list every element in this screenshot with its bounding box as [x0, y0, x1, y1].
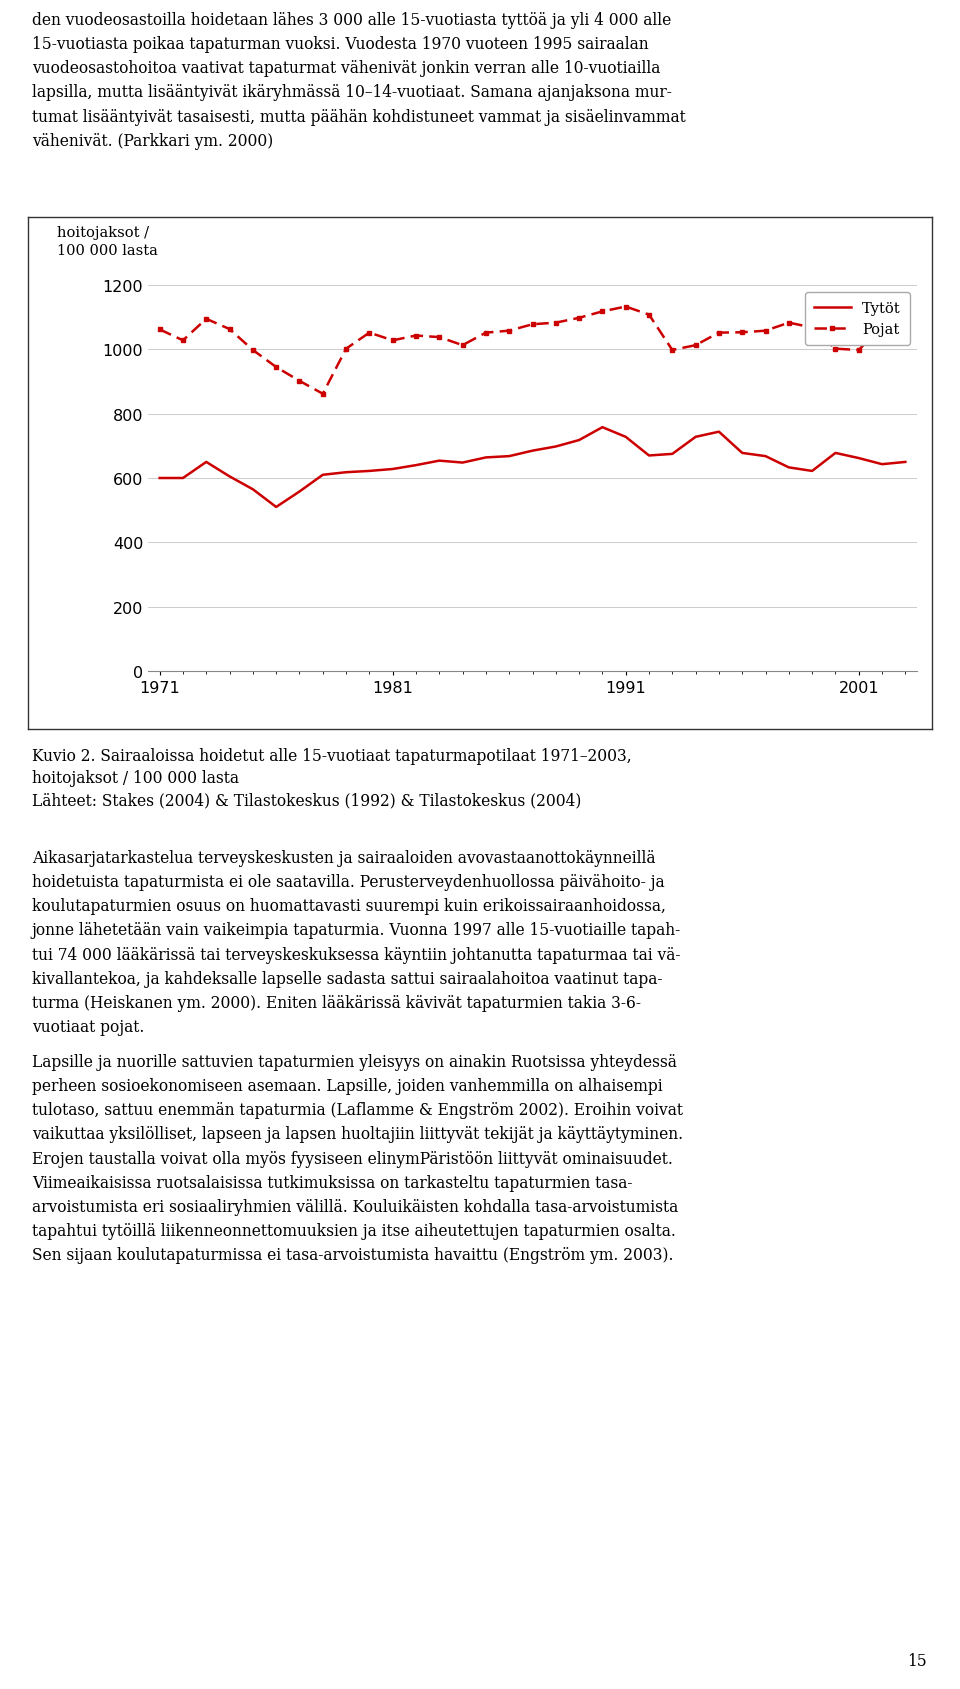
Text: Lapsille ja nuorille sattuvien tapaturmien yleisyys on ainakin Ruotsissa yhteyde: Lapsille ja nuorille sattuvien tapaturmi… — [32, 1054, 683, 1263]
Text: hoitojaksot / 100 000 lasta: hoitojaksot / 100 000 lasta — [32, 770, 239, 787]
Text: hoitojaksot /
100 000 lasta: hoitojaksot / 100 000 lasta — [57, 226, 157, 258]
Text: den vuodeosastoilla hoidetaan lähes 3 000 alle 15-vuotiasta tyttöä ja yli 4 000 : den vuodeosastoilla hoidetaan lähes 3 00… — [32, 12, 685, 150]
Text: Lähteet: Stakes (2004) & Tilastokeskus (1992) & Tilastokeskus (2004): Lähteet: Stakes (2004) & Tilastokeskus (… — [32, 792, 581, 809]
Text: 15: 15 — [906, 1652, 926, 1669]
Text: Kuvio 2. Sairaaloissa hoidetut alle 15-vuotiaat tapaturmapotilaat 1971–2003,: Kuvio 2. Sairaaloissa hoidetut alle 15-v… — [32, 748, 632, 765]
Text: Aikasarjatarkastelua terveyskeskusten ja sairaaloiden avovastaanottokäynneillä
h: Aikasarjatarkastelua terveyskeskusten ja… — [32, 850, 681, 1035]
Legend: Tytöt, Pojat: Tytöt, Pojat — [805, 294, 910, 346]
